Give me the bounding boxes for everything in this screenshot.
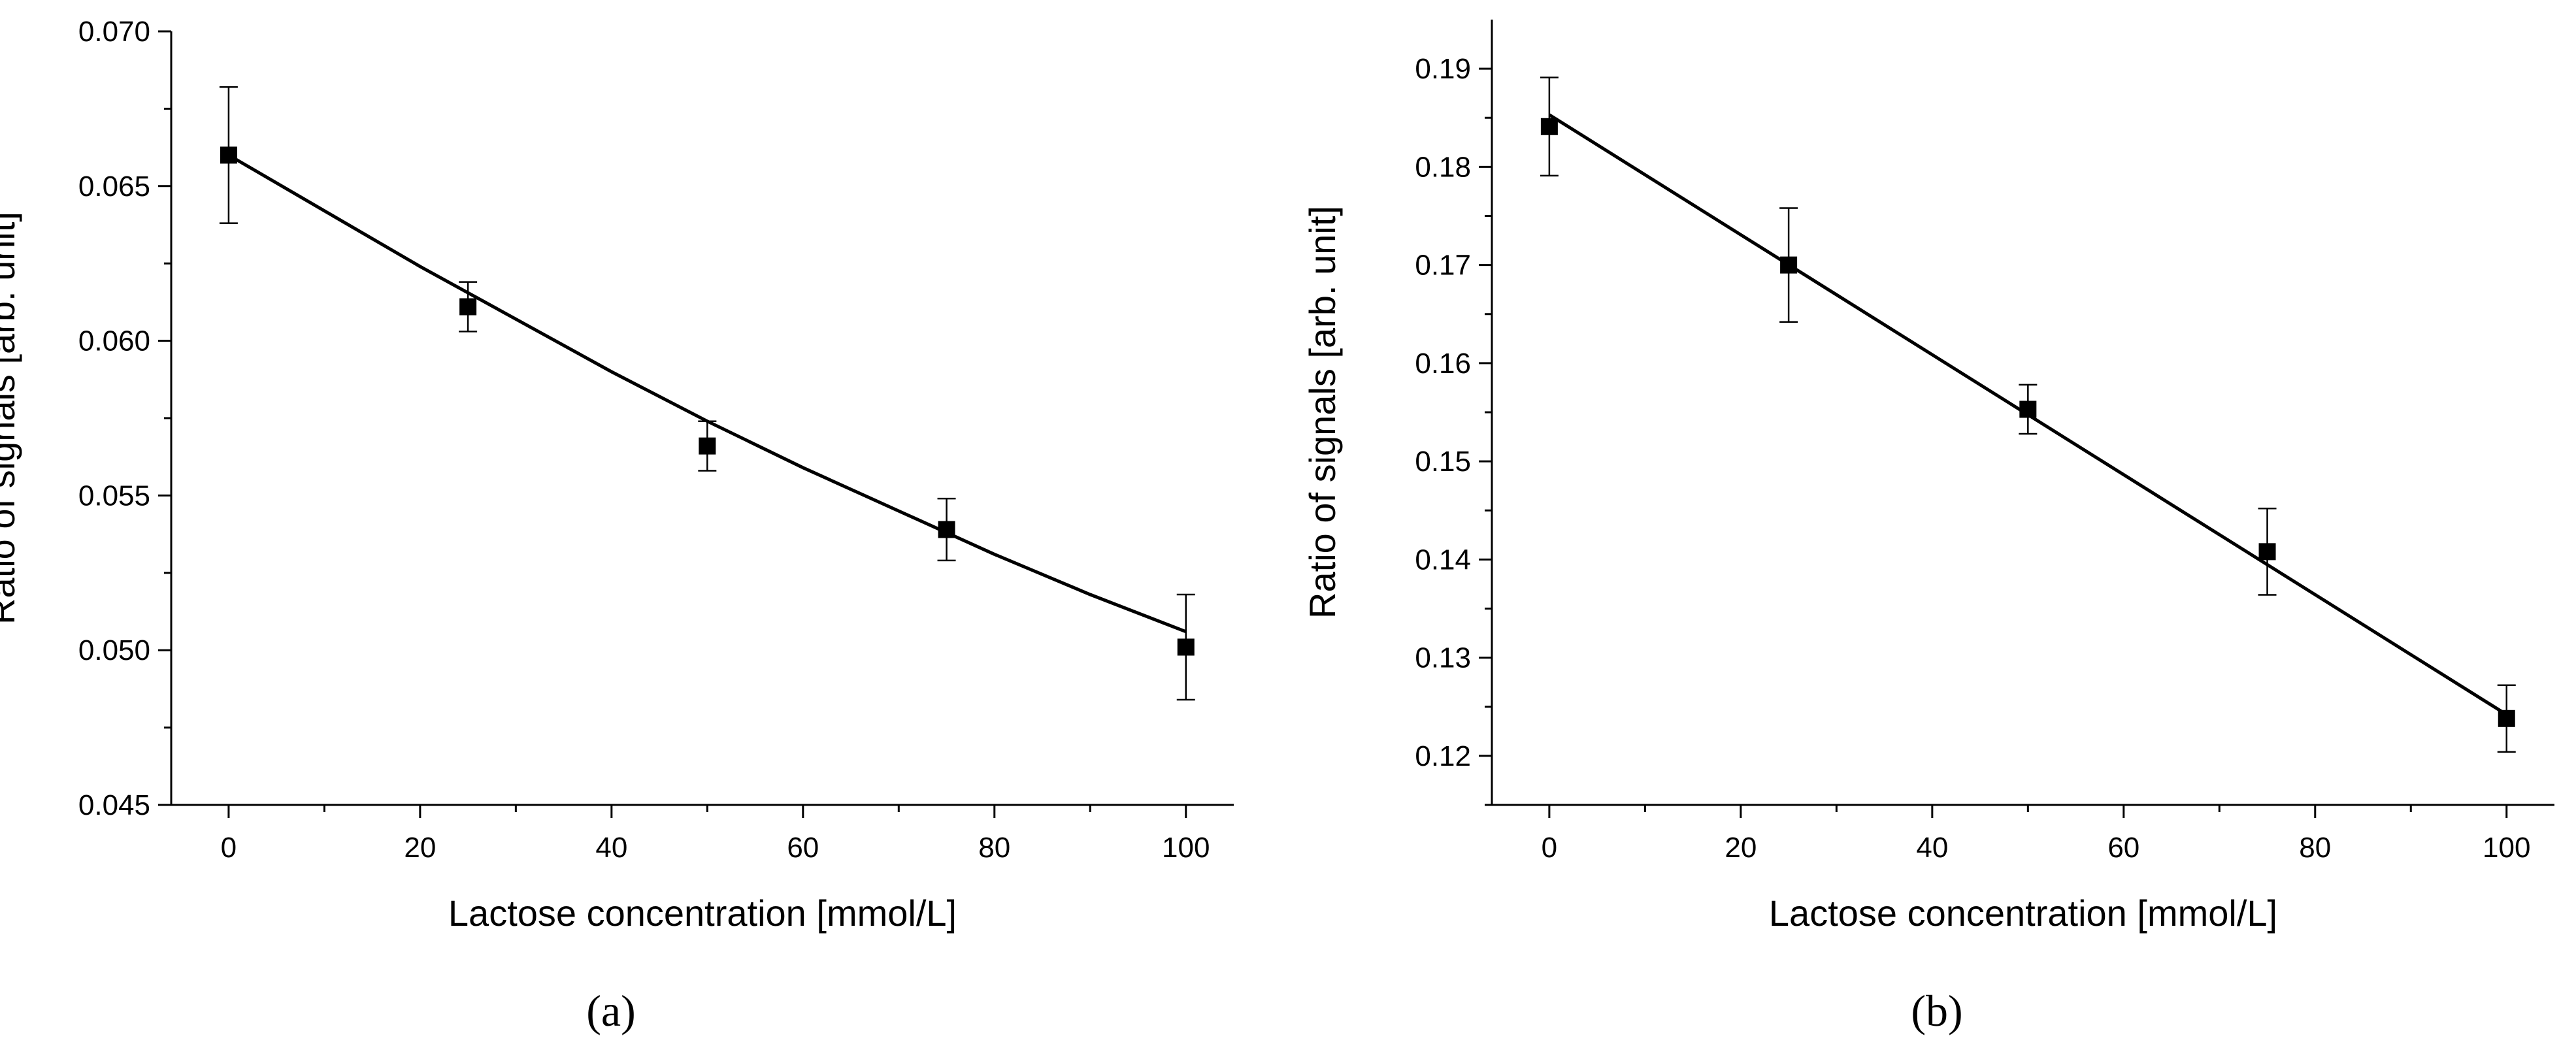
y-tick-label: 0.18	[1415, 151, 1471, 183]
x-tick-label: 60	[787, 832, 819, 864]
y-tick-label: 0.065	[78, 171, 150, 203]
y-axis-title: Ratio of signals [arb. unit]	[1302, 206, 1343, 619]
y-tick-label: 0.15	[1415, 446, 1471, 478]
y-tick-label: 0.060	[78, 325, 150, 357]
x-tick-label: 60	[2107, 832, 2139, 864]
data-point	[1540, 118, 1558, 135]
y-axis-title: Ratio of signals [arb. unit]	[0, 212, 22, 625]
y-tick-label: 0.055	[78, 480, 150, 512]
fit-line	[227, 154, 1187, 634]
data-point	[1177, 638, 1195, 656]
x-tick-label: 0	[221, 832, 237, 864]
data-point	[699, 437, 716, 455]
y-tick-label: 0.16	[1415, 348, 1471, 380]
x-tick-label: 40	[595, 832, 627, 864]
chart-panel-1: 0 20 40 60 80 100 0.045 0.050 0.055 0.060 0.065 0.0…	[0, 16, 1234, 1036]
data-point	[459, 298, 477, 316]
x-tick-label: 80	[2299, 832, 2331, 864]
data-point	[2019, 400, 2037, 418]
x-tick-label: 0	[1542, 832, 1557, 864]
y-tick-label: 0.13	[1415, 642, 1471, 674]
x-axis-title: Lactose concentration [mmol/L]	[448, 892, 957, 934]
x-tick-label: 100	[2483, 832, 2530, 864]
data-point	[220, 146, 237, 164]
panel-label: (b)	[1911, 986, 1962, 1036]
y-tick-label: 0.050	[78, 634, 150, 666]
x-axis-title: Lactose concentration [mmol/L]	[1769, 892, 2277, 934]
x-tick-label: 20	[1725, 832, 1757, 864]
y-tick-label: 0.070	[78, 16, 150, 48]
data-point	[938, 521, 955, 538]
y-tick-label: 0.19	[1415, 53, 1471, 85]
x-tick-label: 20	[404, 832, 436, 864]
data-point	[1780, 256, 1798, 274]
y-tick-label: 0.14	[1415, 544, 1471, 576]
data-point	[2258, 543, 2276, 561]
x-tick-label: 40	[1916, 832, 1948, 864]
x-tick-label: 100	[1162, 832, 1210, 864]
x-tick-label: 80	[978, 832, 1010, 864]
y-tick-label: 0.17	[1415, 250, 1471, 282]
y-tick-label: 0.12	[1415, 740, 1471, 772]
data-point	[2498, 710, 2515, 727]
y-tick-label: 0.045	[78, 789, 150, 821]
panel-label: (a)	[586, 986, 635, 1036]
chart-panel-2: 0 20 40 60 80 100 0.12 0.13 0.14 0.15 0.16 0.17 0.18…	[1302, 20, 2554, 1036]
